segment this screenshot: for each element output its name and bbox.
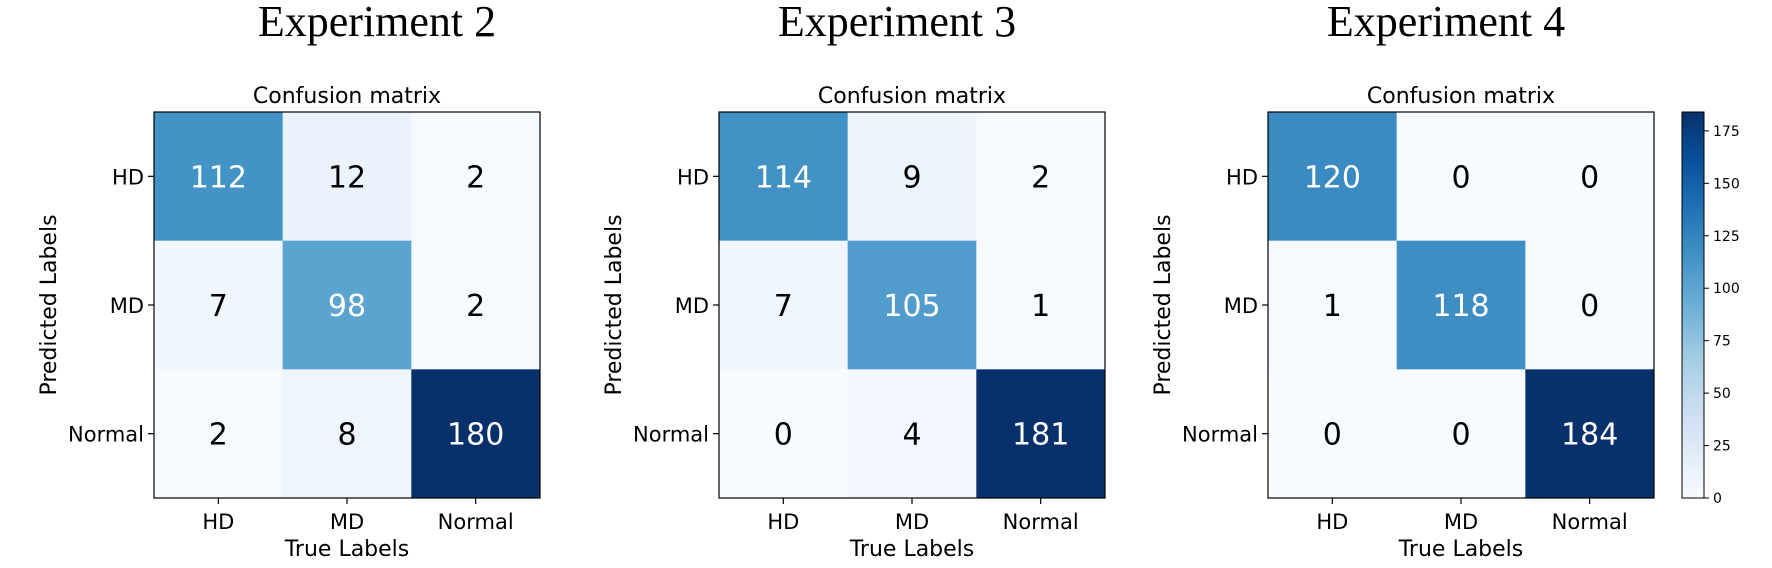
cell-value-label: 2 <box>466 289 485 324</box>
matrix-title: Confusion matrix <box>818 84 1006 109</box>
y-axis-label: Predicted Labels <box>1151 214 1176 395</box>
cell-value-label: 9 <box>902 160 921 195</box>
x-tick-label: Normal <box>1552 510 1628 534</box>
colorbar-tick-label: 100 <box>1713 281 1740 297</box>
cell-value-label: 114 <box>755 160 812 195</box>
cell-value-label: 8 <box>337 418 356 453</box>
colorbar-gradient <box>1681 111 1705 499</box>
matrix-cell <box>411 112 541 242</box>
cell-value-label: 7 <box>774 289 793 324</box>
matrix-cell <box>411 369 541 499</box>
cell-value-label: 118 <box>1432 289 1489 324</box>
cell-value-label: 112 <box>190 160 247 195</box>
colorbar-tick-label: 50 <box>1713 386 1731 402</box>
y-tick-label: Normal <box>1182 423 1258 447</box>
y-axis-label: Predicted Labels <box>37 214 62 395</box>
x-tick-label: HD <box>767 510 799 534</box>
colorbar-tick-label: 125 <box>1713 229 1740 245</box>
matrix-cell <box>1525 369 1655 499</box>
matrix-title: Confusion matrix <box>1367 84 1555 109</box>
matrix-cell <box>719 369 849 499</box>
y-tick-label: MD <box>675 294 709 318</box>
x-axis-label: True Labels <box>1398 537 1524 562</box>
cell-value-label: 0 <box>1451 160 1470 195</box>
experiment-title: Experiment 2 <box>258 0 496 46</box>
matrix-cell <box>1525 112 1655 242</box>
colorbar-tick-label: 175 <box>1713 124 1740 140</box>
matrix-cell <box>1268 240 1398 370</box>
matrix-cell <box>847 240 977 370</box>
matrix-cell <box>282 369 412 499</box>
matrix-cell <box>719 240 849 370</box>
matrix-cell <box>154 112 284 242</box>
matrix-cell <box>154 369 284 499</box>
matrix-cell <box>719 112 849 242</box>
experiment-title: Experiment 3 <box>778 0 1016 46</box>
x-tick-label: Normal <box>438 510 514 534</box>
x-tick-label: MD <box>330 510 364 534</box>
y-tick-label: Normal <box>633 423 709 447</box>
y-tick-label: HD <box>1226 165 1258 189</box>
cell-value-label: 7 <box>209 289 228 324</box>
colorbar-tick-label: 150 <box>1713 176 1740 192</box>
cell-value-label: 4 <box>902 418 921 453</box>
cell-value-label: 2 <box>209 418 228 453</box>
colorbar: 0 25 50 75 100 125 150 175 <box>1681 111 1740 507</box>
matrix-cell <box>976 112 1106 242</box>
cell-value-label: 1 <box>1031 289 1050 324</box>
matrix-title: Confusion matrix <box>253 84 441 109</box>
cell-value-label: 105 <box>883 289 940 324</box>
matrix-cell <box>154 240 284 370</box>
colorbar-tick-label: 25 <box>1713 439 1731 455</box>
cell-value-label: 2 <box>466 160 485 195</box>
matrix-cell <box>976 369 1106 499</box>
matrix-cell <box>1396 369 1526 499</box>
y-axis-label: Predicted Labels <box>602 214 627 395</box>
matrix-cell <box>976 240 1106 370</box>
matrix-cell <box>1396 240 1526 370</box>
cell-value-label: 0 <box>1451 418 1470 453</box>
matrix-cell <box>282 112 412 242</box>
x-axis-label: True Labels <box>849 537 975 562</box>
y-tick-label: MD <box>110 294 144 318</box>
panel-1: Experiment 2 Confusion matrix 112 12 2 7 98 2 2 8… <box>37 0 541 562</box>
cell-value-label: 0 <box>1323 418 1342 453</box>
panel-2: Experiment 3 Confusion matrix 114 9 2 7 105 1 0 4… <box>602 0 1106 562</box>
cell-value-label: 0 <box>1580 289 1599 324</box>
x-tick-label: MD <box>895 510 929 534</box>
matrix-cell <box>847 112 977 242</box>
cell-value-label: 0 <box>774 418 793 453</box>
matrix-cell <box>282 240 412 370</box>
matrix-cell <box>1396 112 1526 242</box>
colorbar-tick-label: 75 <box>1713 334 1731 350</box>
x-tick-label: MD <box>1444 510 1478 534</box>
cell-value-label: 0 <box>1580 160 1599 195</box>
colorbar-tick-label: 0 <box>1713 491 1722 507</box>
cell-value-label: 1 <box>1323 289 1342 324</box>
cell-value-label: 98 <box>328 289 366 324</box>
matrix-cell <box>847 369 977 499</box>
cell-value-label: 12 <box>328 160 366 195</box>
y-tick-label: HD <box>112 165 144 189</box>
y-tick-label: Normal <box>68 423 144 447</box>
x-axis-label: True Labels <box>284 537 410 562</box>
matrix-cell <box>1268 369 1398 499</box>
cell-value-label: 180 <box>447 418 504 453</box>
experiment-title: Experiment 4 <box>1327 0 1565 46</box>
panel-3: Experiment 4 Confusion matrix 120 0 0 1 118 0 0 0… <box>1151 0 1655 562</box>
y-tick-label: MD <box>1224 294 1258 318</box>
cell-value-label: 2 <box>1031 160 1050 195</box>
cell-value-label: 184 <box>1561 418 1618 453</box>
x-tick-label: Normal <box>1003 510 1079 534</box>
x-tick-label: HD <box>1316 510 1348 534</box>
cell-value-label: 120 <box>1304 160 1361 195</box>
x-tick-label: HD <box>202 510 234 534</box>
matrix-cell <box>1525 240 1655 370</box>
cell-value-label: 181 <box>1012 418 1069 453</box>
matrix-cell <box>1268 112 1398 242</box>
matrix-cell <box>411 240 541 370</box>
y-tick-label: HD <box>677 165 709 189</box>
